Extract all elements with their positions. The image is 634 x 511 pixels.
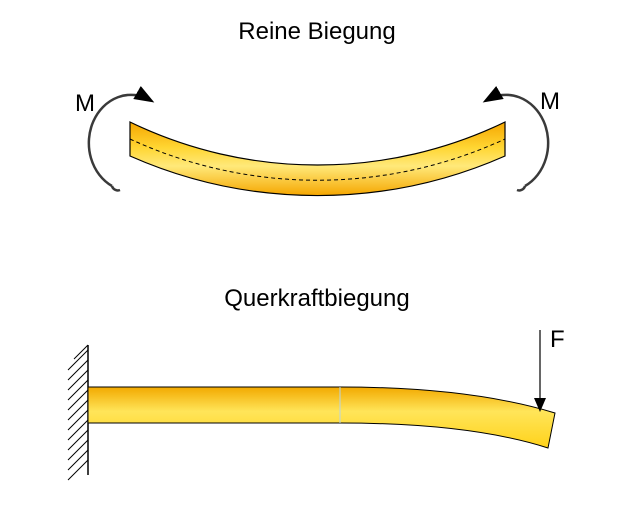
pure-bending-diagram	[89, 95, 548, 196]
diagram-svg	[0, 0, 634, 511]
fixed-support-wall	[68, 345, 88, 480]
force-arrow	[534, 330, 546, 412]
cantilever-beam	[88, 387, 555, 448]
bent-beam	[130, 122, 505, 196]
shear-bending-diagram	[68, 330, 555, 480]
